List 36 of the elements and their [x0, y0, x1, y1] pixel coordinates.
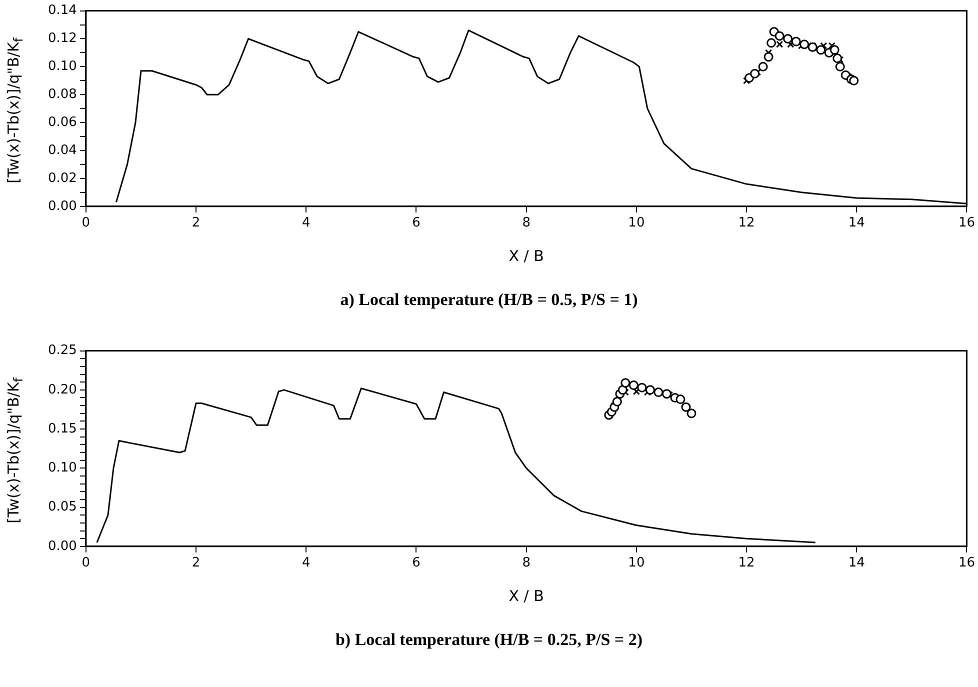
y-tick-label: 0.00 [48, 538, 77, 554]
x-axis-title: X / B [508, 246, 544, 265]
x-tick-label: 6 [412, 216, 420, 231]
x-tick-label: 10 [628, 216, 645, 231]
y-tick-label: 0.20 [48, 382, 77, 398]
x-tick-label: 4 [302, 216, 310, 231]
x-tick-label: 4 [302, 556, 310, 571]
x-tick-label: 14 [848, 556, 865, 571]
x-tick-label: 16 [958, 556, 975, 571]
y-tick-label: 0.08 [48, 87, 77, 102]
y-tick-label: 0.10 [48, 460, 77, 476]
text: b) Local temperature (H/B = 0.25, P/S = 2) [334, 630, 644, 650]
y-tick-label: 0.15 [48, 421, 77, 436]
y-tick-label: 0.14 [48, 3, 77, 18]
y-tick-label: 0.02 [48, 170, 77, 186]
x-tick-label: 2 [192, 216, 200, 231]
x-tick-label: 16 [958, 216, 975, 231]
y-tick-label: 0.04 [48, 142, 77, 158]
x-tick-label: 14 [848, 216, 865, 231]
y-tick-label: 0.25 [48, 343, 77, 358]
x-axis-title: X / B [508, 586, 544, 605]
y-tick-label: 0.06 [48, 114, 77, 130]
text: a) Local temperature (H/B = 0.5, P/S = 1) [339, 290, 639, 310]
x-tick-label: 2 [192, 556, 200, 571]
y-tick-label: 0.10 [48, 59, 77, 74]
x-tick-label: 8 [522, 216, 530, 231]
x-tick-label: 10 [628, 556, 645, 571]
x-tick-label: 0 [82, 556, 90, 571]
y-tick-label: 0.00 [48, 198, 77, 214]
x-tick-label: 8 [522, 556, 530, 571]
x-tick-label: 12 [738, 556, 755, 571]
y-tick-label: 0.12 [48, 31, 77, 46]
x-tick-label: 6 [412, 556, 420, 571]
x-tick-label: 0 [82, 216, 90, 231]
x-tick-label: 12 [738, 216, 755, 231]
y-tick-label: 0.05 [48, 500, 77, 515]
